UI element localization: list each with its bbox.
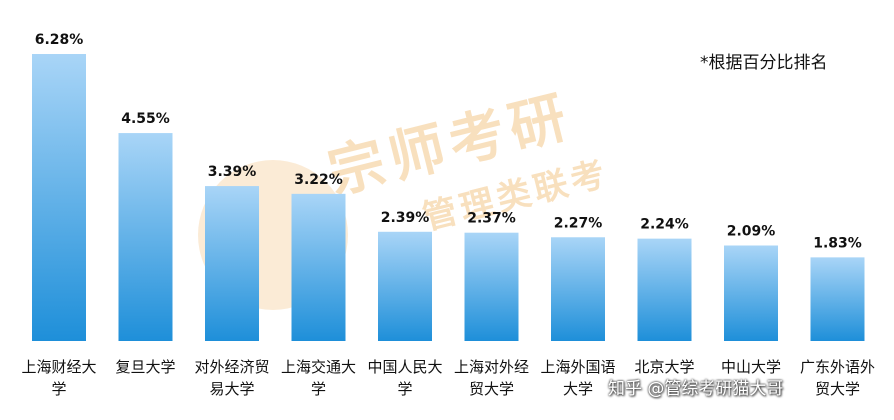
value-label: 2.09% <box>727 223 776 239</box>
bar <box>637 238 692 341</box>
value-label: 2.37% <box>467 211 516 227</box>
bars-group <box>32 54 865 341</box>
category-label: 学 <box>397 380 412 398</box>
category-label: 学 <box>311 380 326 398</box>
ranking-note: *根据百分比排名 <box>700 53 828 73</box>
value-labels-group: 6.28% 4.55% 3.39% 3.22% 2.39% 2.37% 2.27% 2.24%… <box>35 32 862 251</box>
category-label: 中山大学 <box>721 358 781 376</box>
category-label: 上海对外经 <box>454 358 529 376</box>
category-label: 大学 <box>563 380 593 398</box>
bar <box>378 231 432 341</box>
value-label: 4.55% <box>121 111 170 127</box>
credit-watermark: 知乎 @管综考研猫大哥 <box>608 379 784 399</box>
bar <box>724 245 778 341</box>
category-label: 中国人民大 <box>367 358 442 376</box>
value-label: 2.24% <box>640 217 689 233</box>
category-label: 复旦大学 <box>115 358 175 376</box>
value-label: 1.83% <box>813 235 862 251</box>
category-label: 易大学 <box>209 380 254 398</box>
category-label: 上海外国语 <box>540 358 615 376</box>
category-label: 贸大学 <box>815 380 860 398</box>
value-label: 2.39% <box>381 210 430 226</box>
category-label: 北京大学 <box>634 358 694 376</box>
category-label: 学 <box>51 380 66 398</box>
category-label: 上海交通大 <box>281 358 356 376</box>
value-label: 3.39% <box>208 164 257 180</box>
value-label: 3.22% <box>294 172 343 188</box>
value-label: 6.28% <box>35 32 84 48</box>
bar <box>551 237 605 341</box>
bar <box>810 257 865 341</box>
bar <box>32 54 86 341</box>
category-label: 广东外语外 <box>800 358 875 376</box>
category-label: 上海财经大 <box>21 358 96 376</box>
category-label: 贸大学 <box>469 380 514 398</box>
category-label: 对外经济贸 <box>194 358 269 376</box>
bar <box>464 232 519 341</box>
bar <box>118 133 173 341</box>
bar <box>291 193 346 341</box>
bar <box>205 186 259 341</box>
value-label: 2.27% <box>554 215 603 231</box>
